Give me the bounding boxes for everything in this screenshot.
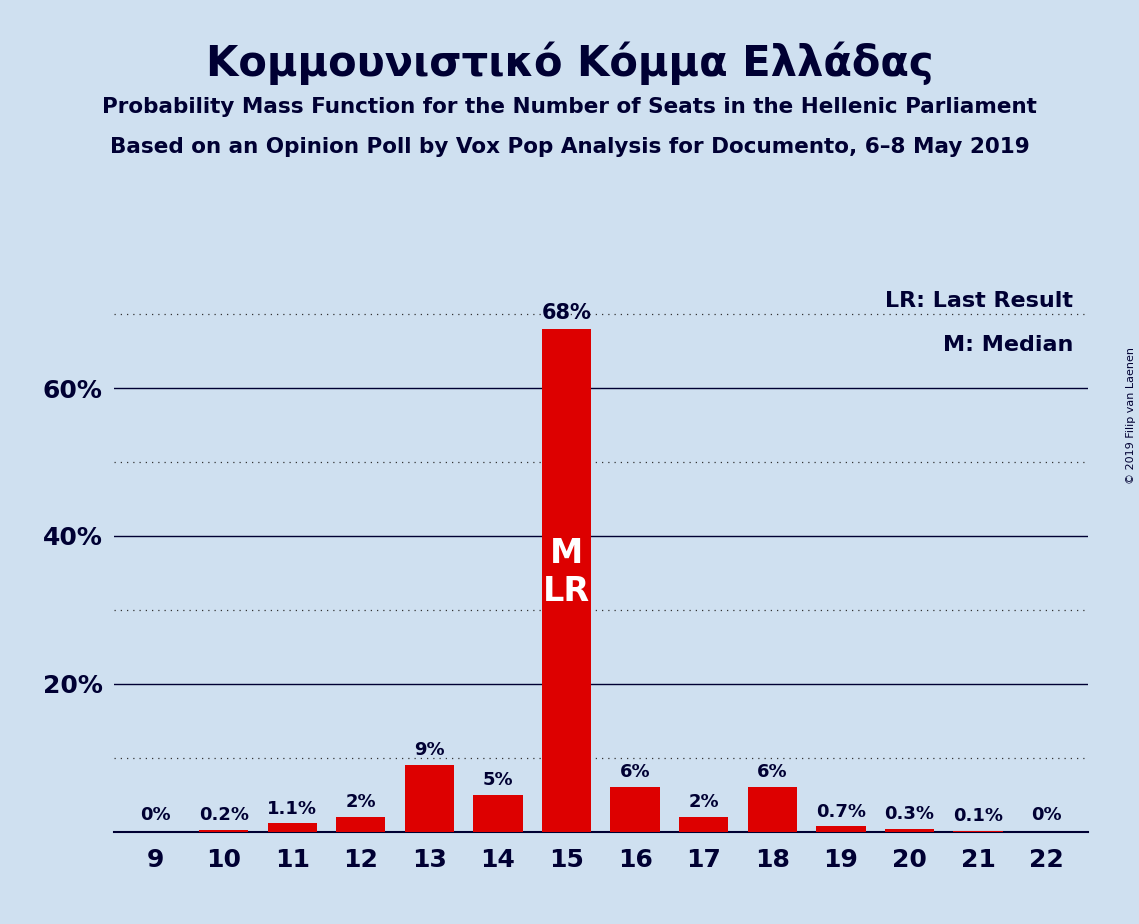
Bar (611, 787, 659, 832)
Text: 2%: 2% (345, 793, 376, 811)
Text: 5%: 5% (483, 771, 514, 789)
Bar (268, 823, 317, 832)
Text: Probability Mass Function for the Number of Seats in the Hellenic Parliament: Probability Mass Function for the Number… (103, 97, 1036, 117)
Text: 0.3%: 0.3% (885, 806, 934, 823)
Text: 0%: 0% (140, 807, 171, 824)
Text: Κομμουνιστικό Κόμμα Ελλάδας: Κομμουνιστικό Κόμμα Ελλάδας (206, 42, 933, 85)
Bar (404, 765, 454, 832)
Text: 0.1%: 0.1% (953, 807, 1003, 825)
Text: 0.7%: 0.7% (816, 803, 866, 821)
Bar (199, 830, 248, 832)
Text: 2%: 2% (688, 793, 719, 811)
Bar (474, 795, 523, 832)
Text: LR: Last Result: LR: Last Result (885, 291, 1073, 311)
Text: 68%: 68% (542, 303, 591, 323)
Text: 6%: 6% (620, 763, 650, 782)
Text: 0%: 0% (1031, 807, 1062, 824)
Bar (542, 329, 591, 832)
Bar (747, 787, 797, 832)
Text: M: Median: M: Median (943, 335, 1073, 356)
Text: 9%: 9% (415, 741, 444, 760)
Text: Based on an Opinion Poll by Vox Pop Analysis for Documento, 6–8 May 2019: Based on an Opinion Poll by Vox Pop Anal… (109, 137, 1030, 157)
Text: © 2019 Filip van Laenen: © 2019 Filip van Laenen (1126, 347, 1136, 484)
Text: 0.2%: 0.2% (198, 807, 248, 824)
Bar (817, 826, 866, 832)
Text: M
LR: M LR (543, 537, 590, 609)
Bar (885, 830, 934, 832)
Bar (679, 817, 728, 832)
Text: 1.1%: 1.1% (268, 799, 317, 818)
Bar (336, 817, 385, 832)
Text: 6%: 6% (757, 763, 787, 782)
